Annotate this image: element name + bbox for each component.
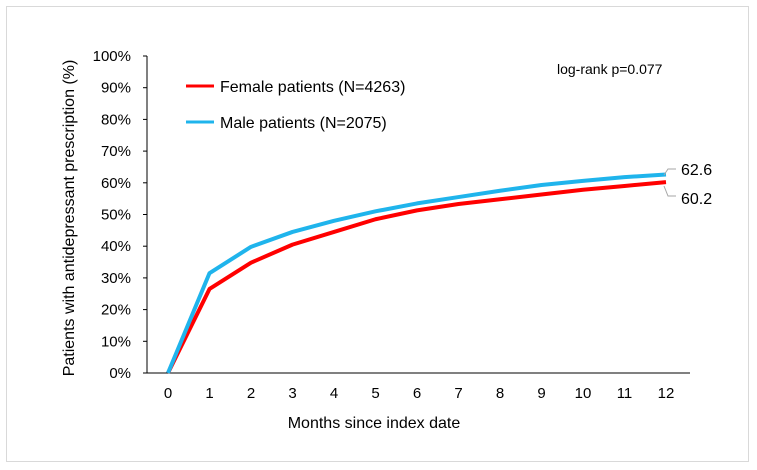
x-tick-label: 11 [617,385,633,402]
legend-label-male: Male patients (N=2075) [220,115,387,132]
end-label-male: 62.6 [681,162,712,179]
x-tick-label: 10 [575,385,592,402]
y-axis-title: Patients with antidepressant prescriptio… [61,60,78,377]
y-tick-label: 40% [101,238,131,255]
x-tick-label: 2 [247,385,255,402]
legend-label-female: Female patients (N=4263) [220,79,405,96]
y-tick-label: 10% [101,333,131,350]
legend: Female patients (N=4263) Male patients (… [186,79,405,132]
x-tick-label: 5 [371,385,379,402]
x-tick-label: 6 [413,385,421,402]
y-tick-label: 30% [101,270,131,287]
end-label-callout-male [663,168,676,176]
log-rank-annotation: log-rank p=0.077 [557,61,663,77]
y-tick-label: 50% [101,207,131,224]
y-tick-label: 100% [93,48,131,65]
x-tick-label: 4 [330,385,338,402]
chart-frame [6,6,749,462]
x-tick-label: 7 [454,385,462,402]
x-tick-label: 9 [537,385,545,402]
end-label-female: 60.2 [681,191,712,208]
x-tick-label: 3 [288,385,296,402]
y-tick-label: 0% [109,365,131,382]
x-tick-label: 1 [205,385,213,402]
end-label-callout-female [663,185,676,197]
x-tick-label: 8 [496,385,504,402]
y-tick-label: 60% [101,175,131,192]
series-line-female [166,180,667,374]
x-tick-label: 12 [658,385,675,402]
y-tick-label: 80% [101,111,131,128]
y-tick-label: 90% [101,80,131,97]
y-tick-label: 20% [101,302,131,319]
x-axis-title: Months since index date [288,415,461,432]
y-tick-label: 70% [101,143,131,160]
x-tick-label: 0 [164,385,172,402]
series-line-male [166,172,667,374]
